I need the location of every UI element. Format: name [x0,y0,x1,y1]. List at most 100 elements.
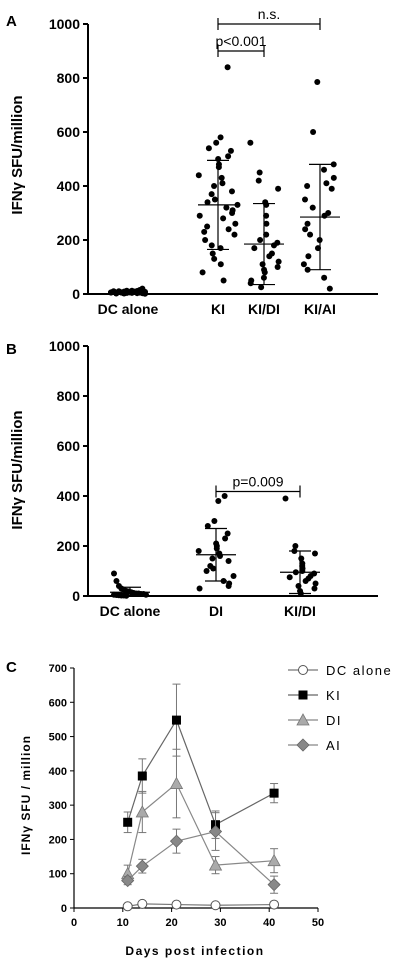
x-tick-label: KI/DI [284,603,316,619]
data-point [201,228,208,235]
data-point [225,226,232,233]
panel-b-y-axis-label: IFNγ SFU/million [9,410,26,529]
series-di [121,748,281,883]
data-point [209,555,216,562]
data-point-circle [210,900,221,911]
data-point [217,134,224,141]
data-point [223,204,230,211]
data-point [258,284,265,291]
data-point [330,174,337,181]
x-tick-label: KI [211,301,225,317]
x-tick-label: KI/AI [304,301,336,317]
series-line [127,903,275,907]
data-point [217,261,224,268]
y-tick-label: 0 [72,588,80,604]
data-point [199,269,206,276]
data-point [321,166,328,173]
data-point [196,212,203,219]
data-point-triangle [267,853,281,867]
data-point-diamond [169,834,184,848]
y-tick-label: 300 [49,800,67,812]
series-dc-alone [122,898,280,912]
significance-label: n.s. [258,6,281,22]
data-point [298,555,305,562]
data-point [229,210,236,216]
data-point [292,543,299,549]
data-point [321,212,328,219]
series-line [127,830,275,886]
legend: DC alone KI DI AI [288,663,392,753]
data-point-square [171,715,181,725]
data-point [225,558,232,564]
y-tick-label: 1000 [49,338,80,354]
data-point [202,237,209,243]
data-point [321,274,328,281]
data-point [282,495,289,502]
panel-a-plot-area: 0 200 400 600 800 1000 DC alone KI KI/DI KI/AI p<0… [49,6,378,317]
data-point [208,242,215,249]
data-point-diamond [121,874,135,888]
series-line [127,718,275,826]
y-tick-label: 600 [49,697,67,709]
y-tick-label: 600 [57,438,81,454]
data-point [195,548,202,554]
legend-label: KI [326,688,341,703]
data-point [251,245,258,252]
data-point-square [298,690,308,700]
data-point [311,585,318,592]
x-tick-label: DC alone [98,301,159,317]
data-point [309,204,316,211]
data-point [266,253,273,260]
y-tick-label: 400 [57,488,81,504]
data-point [224,530,231,537]
data-point [286,574,293,581]
data-point [111,570,117,577]
data-point [270,242,277,249]
significance-label: p=0.009 [233,474,284,490]
panel-b-plot-area: 0 200 400 600 800 1000 DC alone DI KI/DI p=0.009 [49,338,378,619]
data-point [274,264,281,270]
data-point [275,258,282,265]
panel-c-plot-area: 0 100 200 300 400 500 600 700 0 10 20 30 40 50 DC alon… [49,663,392,929]
y-tick-label: 200 [57,232,81,248]
x-tick-label: 30 [214,917,226,929]
data-point-triangle [135,805,149,818]
data-point-diamond [267,878,281,892]
data-point-circle [137,898,148,909]
data-point [312,580,319,587]
data-point [307,231,314,238]
y-tick-label: 800 [57,70,81,86]
legend-label: DI [326,713,342,728]
panel-c-y-axis-label: IFNγ SFU / million [19,735,33,855]
data-point [225,583,232,589]
x-tick-label: 10 [117,917,129,929]
data-point [247,280,254,287]
data-point [203,568,210,574]
data-point [211,183,218,189]
data-point [302,578,309,584]
x-tick-label: DC alone [100,603,161,619]
data-point [304,183,311,189]
data-point [211,255,218,262]
x-tick-label: 20 [165,917,177,929]
data-point-diamond [135,859,149,873]
panel-c-label: C [6,659,17,676]
data-point [205,145,212,152]
data-point [220,277,227,284]
panel-a-label: A [6,13,17,30]
significance-label: p<0.001 [216,33,267,49]
y-tick-label: 100 [49,869,67,881]
panel-b: B IFNγ SFU/million 0 200 400 600 800 1000 DC a… [6,338,378,619]
data-point [113,578,120,584]
data-point [263,212,270,219]
panel-c-x-axis-label: Days post infection [125,944,264,958]
panel-c: C IFNγ SFU / million Days post infection… [6,659,392,958]
data-point [139,285,146,292]
legend-label: DC alone [326,663,392,678]
data-point [323,180,330,187]
data-point [204,523,211,529]
data-point [218,174,225,181]
y-tick-label: 0 [72,286,80,302]
data-point [263,220,270,227]
data-point-triangle [296,713,310,726]
